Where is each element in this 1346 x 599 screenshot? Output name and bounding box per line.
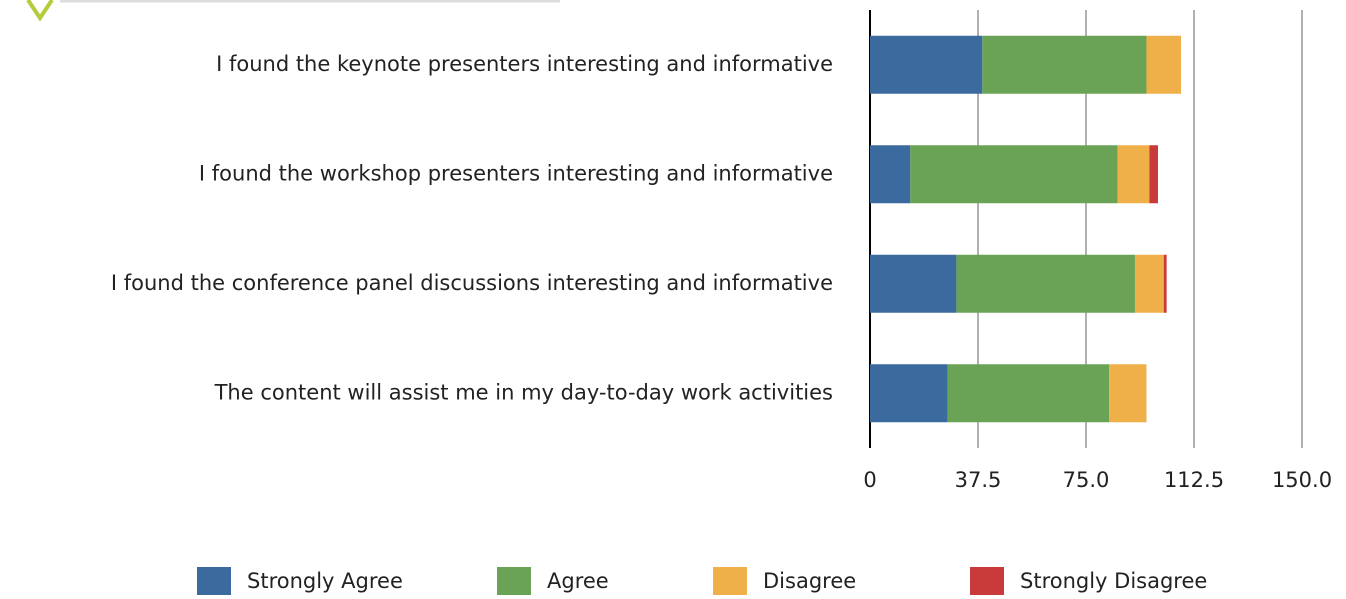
category-label: I found the keynote presenters interesti…	[216, 52, 833, 76]
legend-label: Disagree	[763, 569, 856, 593]
bar-segment	[982, 35, 1147, 94]
x-tick-label: 37.5	[955, 468, 1002, 492]
bar-segment	[1117, 145, 1150, 204]
legend-swatch	[197, 567, 231, 595]
bar-segment	[1134, 254, 1164, 313]
bar-segment	[1109, 364, 1147, 423]
x-tick-label: 0	[863, 468, 876, 492]
bar-segment	[1146, 35, 1182, 94]
bar-segment	[870, 35, 983, 94]
bar-segment	[1163, 254, 1167, 313]
legend-label: Strongly Disagree	[1020, 569, 1207, 593]
bar-segment	[870, 364, 948, 423]
category-label: I found the conference panel discussions…	[111, 271, 833, 295]
bar-segment	[956, 254, 1135, 313]
legend-label: Strongly Agree	[247, 569, 403, 593]
bar-segment	[870, 254, 957, 313]
legend-swatch	[497, 567, 531, 595]
category-label: I found the workshop presenters interest…	[199, 161, 833, 185]
x-tick-label: 112.5	[1164, 468, 1224, 492]
legend-swatch	[970, 567, 1004, 595]
logo-mark	[26, 0, 54, 22]
legend-label: Agree	[547, 569, 609, 593]
legend-swatch	[713, 567, 747, 595]
x-tick-label: 75.0	[1063, 468, 1110, 492]
bar-segment	[1149, 145, 1158, 204]
category-label: The content will assist me in my day-to-…	[214, 380, 833, 404]
x-tick-label: 150.0	[1272, 468, 1332, 492]
bar-segment	[947, 364, 1110, 423]
bar-segment	[870, 145, 911, 204]
bar-segment	[910, 145, 1118, 204]
